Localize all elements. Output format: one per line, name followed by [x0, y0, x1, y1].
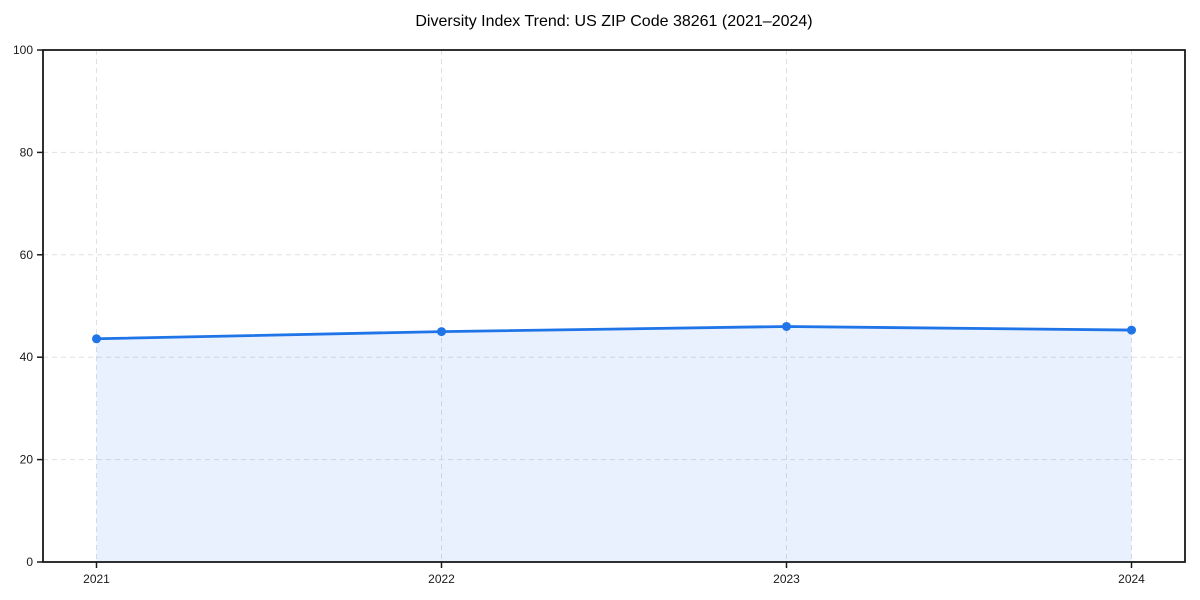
- data-point-2021: [92, 334, 101, 344]
- x-tick-label: 2022: [428, 572, 455, 586]
- y-tick-label: 60: [20, 248, 34, 262]
- data-point-2023: [782, 321, 791, 331]
- y-tick-label: 40: [20, 350, 34, 364]
- x-axis: 2021 2022 2023 2024: [83, 562, 1145, 586]
- area-fill: [96, 326, 1132, 562]
- data-point-2024: [1127, 325, 1136, 335]
- y-tick-label: 80: [20, 145, 34, 159]
- y-tick-label: 20: [20, 453, 34, 467]
- plot-frame: [42, 49, 1186, 563]
- x-tick-label: 2024: [1118, 572, 1145, 586]
- y-axis: 0 20 40 60 80 100: [13, 43, 43, 569]
- y-tick-label: 0: [26, 555, 33, 569]
- x-tick-label: 2023: [773, 572, 800, 586]
- chart-title: Diversity Index Trend: US ZIP Code 38261…: [415, 13, 813, 30]
- data-point-2022: [437, 327, 446, 337]
- x-tick-label: 2021: [83, 572, 110, 586]
- y-tick-label: 100: [13, 43, 33, 57]
- trend-line: [95, 325, 1133, 341]
